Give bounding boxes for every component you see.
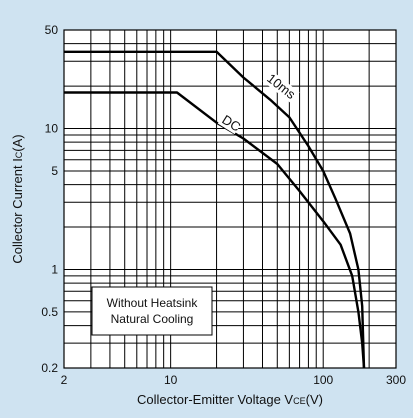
y-tick-label: 5 xyxy=(51,164,58,178)
y-axis-title: Collector Current IC(A) xyxy=(10,134,25,263)
x-axis-title: Collector-Emitter Voltage VCE(V) xyxy=(137,392,323,407)
plot-frame xyxy=(63,29,397,369)
series-label-10ms-bg xyxy=(262,70,300,104)
y-tick-label: 1 xyxy=(51,262,58,276)
annotation-box xyxy=(91,286,213,336)
x-tick-label: 2 xyxy=(61,373,68,387)
series-label-dc-bg xyxy=(217,111,243,135)
y-tick-label: 0.2 xyxy=(41,361,58,375)
x-tick-label: 100 xyxy=(313,373,333,387)
series-line-dc xyxy=(64,91,366,369)
y-tick-label: 50 xyxy=(45,23,59,37)
annotation-text: Without Heatsink xyxy=(107,296,199,310)
y-tick-label: 0.5 xyxy=(41,305,58,319)
y-tick-label: 10 xyxy=(45,122,59,136)
x-tick-label: 10 xyxy=(164,373,178,387)
x-tick-label: 300 xyxy=(386,373,406,387)
annotation-text: Natural Cooling xyxy=(111,312,194,326)
series-line-10ms xyxy=(64,50,366,369)
